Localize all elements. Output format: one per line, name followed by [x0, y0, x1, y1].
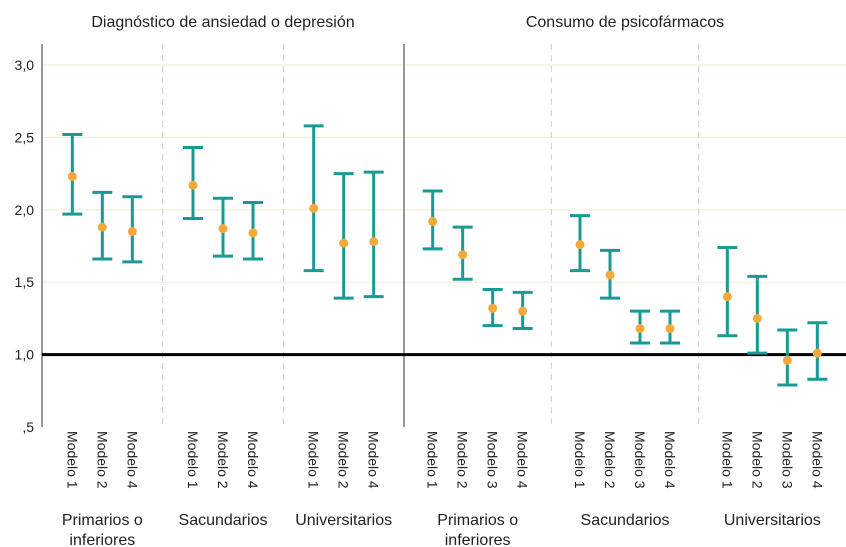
x-tick-label: Modelo 1 [719, 431, 735, 489]
data-point [488, 303, 498, 313]
category-label: Primarios o [62, 512, 143, 529]
category-label: Universitarios [295, 512, 392, 529]
data-point [428, 216, 438, 226]
group-dividers [162, 44, 700, 427]
y-tick-label: 3,0 [15, 57, 35, 73]
x-tick-label: Modelo 2 [602, 431, 618, 489]
data-point [458, 250, 468, 260]
x-tick-label: Modelo 2 [215, 431, 231, 489]
x-tick-label: Modelo 4 [366, 431, 382, 489]
data-point [188, 180, 198, 190]
y-tick-label: 2,0 [15, 202, 35, 218]
x-tick-label: Modelo 4 [515, 431, 531, 489]
data-point [575, 240, 585, 250]
x-tick-label: Modelo 3 [779, 431, 795, 489]
y-tick-label: 1,0 [15, 347, 35, 363]
data-point [722, 292, 732, 302]
category-label: Primarios o [437, 512, 518, 529]
data-point [218, 224, 228, 234]
x-tick-label: Modelo 4 [245, 431, 261, 489]
x-tick-label: Modelo 3 [632, 431, 648, 489]
data-point [635, 324, 645, 334]
x-tick-label: Modelo 2 [455, 431, 471, 489]
x-tick-label: Modelo 1 [425, 431, 441, 489]
y-tick-label: 1,5 [15, 274, 35, 290]
data-point [369, 237, 379, 247]
panel-title: Consumo de psicofármacos [526, 14, 724, 31]
labels: ,5 1,0 1,5 2,0 2,5 3,0 Diagnóstico de ansiedad… [15, 14, 826, 547]
category-label: Sacundarios [581, 512, 670, 529]
x-tick-label: Modelo 1 [64, 431, 80, 489]
x-tick-label: Modelo 2 [94, 431, 110, 489]
category-label: inferiores [445, 532, 511, 547]
x-tick-label: Modelo 1 [306, 431, 322, 489]
data-point [97, 222, 107, 232]
data-point [605, 270, 615, 280]
data-point [812, 348, 822, 358]
x-tick-label: Modelo 4 [662, 431, 678, 489]
data-point [248, 228, 258, 238]
data-point [309, 203, 319, 213]
gridlines [42, 64, 846, 283]
data-point [339, 238, 349, 248]
panel-title: Diagnóstico de ansiedad o depresión [91, 14, 354, 31]
category-label: Universitarios [724, 512, 821, 529]
x-tick-label: Modelo 4 [124, 431, 140, 489]
y-tick-label: ,5 [22, 419, 34, 435]
category-label: inferiores [69, 532, 135, 547]
data-point [67, 171, 77, 181]
y-tick-label: 2,5 [15, 129, 35, 145]
axes [41, 44, 846, 427]
x-tick-label: Modelo 1 [185, 431, 201, 489]
data-point [752, 313, 762, 323]
x-tick-label: Modelo 3 [485, 431, 501, 489]
data-point [665, 324, 675, 334]
data-point [127, 227, 137, 237]
x-tick-label: Modelo 4 [809, 431, 825, 489]
x-tick-label: Modelo 1 [572, 431, 588, 489]
x-tick-label: Modelo 2 [336, 431, 352, 489]
x-tick-label: Modelo 2 [749, 431, 765, 489]
data-marks [62, 124, 828, 387]
data-point [518, 306, 528, 316]
category-label: Sacundarios [179, 512, 268, 529]
data-point [782, 355, 792, 365]
